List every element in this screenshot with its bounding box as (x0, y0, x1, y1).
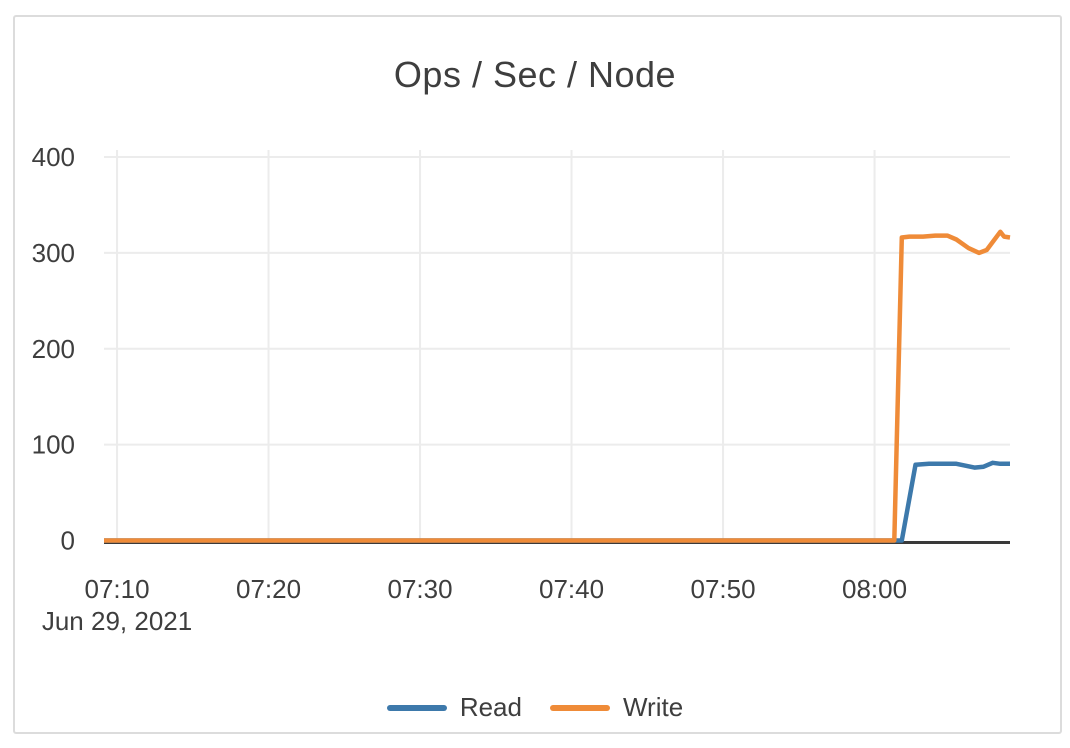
chart-title: Ops / Sec / Node (393, 54, 677, 95)
legend-label-write: Write (622, 692, 684, 722)
y-tick-label: 0 (61, 526, 75, 556)
x-tick-label: 07:50 (691, 574, 756, 604)
read-series-swatch-icon (386, 704, 447, 711)
y-tick-label: 400 (32, 142, 75, 172)
x-tick-label: 07:10 (84, 574, 149, 604)
y-tick-label: 200 (32, 334, 75, 364)
x-tick-label: 07:40 (539, 574, 604, 604)
x-tick-label: 07:30 (388, 574, 453, 604)
x-axis-date-label: Jun 29, 2021 (42, 606, 192, 636)
y-tick-label: 300 (32, 238, 75, 268)
legend: Read Write (0, 692, 1070, 723)
chart-card (13, 15, 1062, 734)
x-tick-label: 08:00 (842, 574, 907, 604)
series-line-write[interactable] (104, 229, 1011, 543)
x-tick-label: 07:20 (236, 574, 301, 604)
legend-item-read[interactable]: Read (386, 692, 522, 723)
y-tick-label: 100 (32, 430, 75, 460)
legend-item-write[interactable]: Write (549, 692, 684, 723)
legend-label-read: Read (459, 692, 522, 722)
write-series-swatch-icon (549, 704, 610, 711)
